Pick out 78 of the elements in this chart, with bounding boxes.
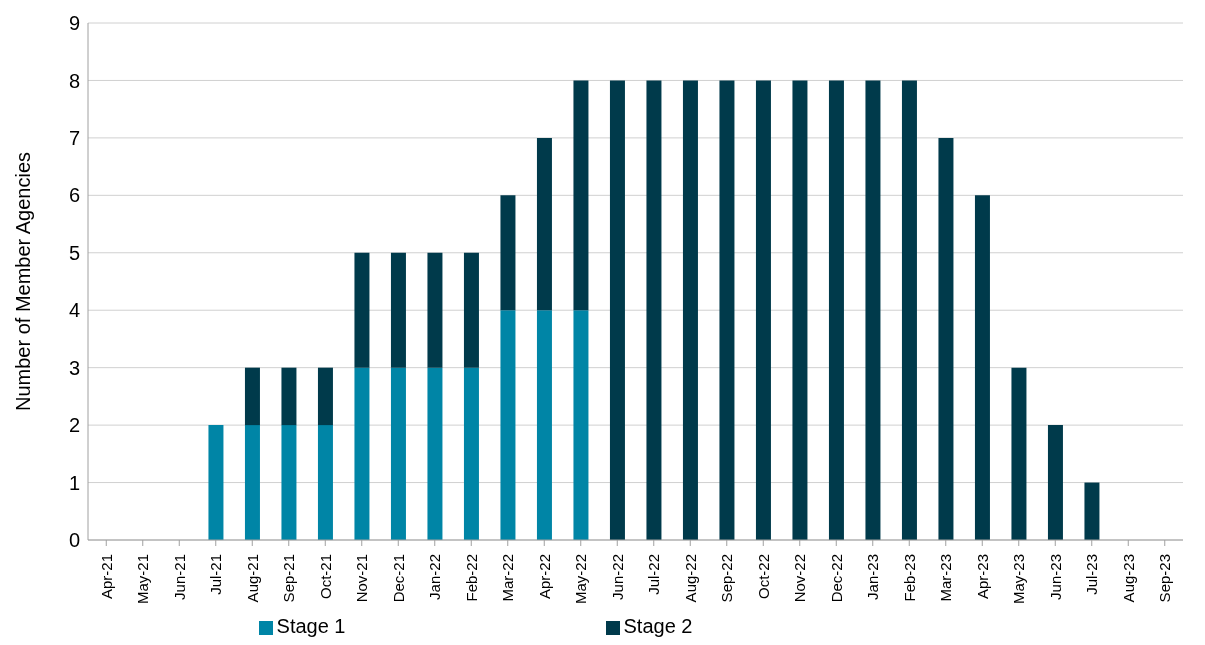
bar [1047, 425, 1063, 540]
bar [390, 367, 406, 540]
x-tick-label: May-22 [572, 554, 590, 605]
x-tick-label: Jul-23 [1083, 554, 1101, 595]
y-tick-label: 2 [68, 414, 80, 437]
x-tick-label: May-21 [134, 554, 152, 605]
y-tick-label: 0 [68, 529, 80, 552]
bar [463, 252, 479, 368]
bar [646, 80, 662, 540]
x-tick-label: Sep-22 [718, 554, 736, 603]
bar [317, 367, 333, 426]
x-tick-label: Jan-22 [426, 554, 444, 600]
bar [828, 80, 844, 540]
bar [865, 80, 881, 540]
legend-label: Stage 1 [276, 615, 346, 637]
bar [500, 310, 516, 540]
x-tick-label: Sep-21 [280, 554, 298, 603]
x-tick-label: Dec-21 [389, 554, 407, 603]
x-tick-label: Jun-21 [170, 554, 188, 600]
bar [427, 252, 443, 368]
y-tick-label: 8 [68, 69, 80, 92]
x-tick-label: Apr-23 [973, 554, 991, 600]
bar [427, 367, 443, 540]
y-tick-label: 7 [68, 126, 80, 149]
bar [208, 425, 224, 540]
legend-label: Stage 2 [623, 615, 693, 637]
bar [1084, 482, 1100, 540]
x-tick-label: Mar-22 [499, 554, 517, 602]
x-tick-label: Nov-21 [353, 554, 371, 603]
y-tick-label: 9 [68, 12, 80, 35]
bar [244, 425, 260, 540]
x-tick-label: Feb-23 [900, 554, 918, 602]
y-tick-label: 3 [68, 356, 80, 379]
bar [281, 367, 297, 426]
bar [719, 80, 735, 540]
bar [901, 80, 917, 540]
x-tick-label: Jul-22 [645, 554, 663, 595]
x-tick-label: Sep-23 [1156, 554, 1174, 603]
x-tick-label: Jul-21 [207, 554, 225, 595]
x-tick-label: Jan-23 [864, 554, 882, 600]
x-tick-label: Apr-21 [97, 554, 115, 600]
x-tick-label: Feb-22 [462, 554, 480, 602]
bar [755, 80, 771, 540]
x-tick-label: Nov-22 [791, 554, 809, 603]
bar [390, 252, 406, 368]
bar [317, 425, 333, 540]
bar [500, 195, 516, 311]
bar [244, 367, 260, 426]
x-tick-label: Jun-22 [608, 554, 626, 600]
y-tick-label: 6 [68, 184, 80, 207]
y-tick-label: 4 [68, 299, 80, 322]
bar [281, 425, 297, 540]
bar [536, 137, 552, 311]
y-axis-title: Number of Member Agencies [12, 151, 35, 412]
y-tick-label: 5 [68, 241, 80, 264]
bar [463, 367, 479, 540]
bar [938, 137, 954, 540]
bar [354, 367, 370, 540]
x-tick-label: Mar-23 [937, 554, 955, 602]
bar [682, 80, 698, 540]
bar [573, 310, 589, 540]
x-tick-label: Aug-23 [1119, 554, 1137, 603]
bar [354, 252, 370, 368]
x-tick-label: Jun-23 [1046, 554, 1064, 600]
x-tick-label: Oct-22 [754, 554, 772, 600]
x-tick-label: Apr-22 [535, 554, 553, 600]
x-tick-label: Oct-21 [316, 554, 334, 600]
x-tick-label: May-23 [1010, 554, 1028, 605]
x-tick-label: Dec-22 [827, 554, 845, 603]
bar [573, 80, 589, 311]
x-tick-label: Aug-21 [243, 554, 261, 603]
bar [536, 310, 552, 540]
y-tick-label: 1 [68, 471, 80, 494]
bar [609, 80, 625, 540]
bar [974, 195, 990, 540]
x-tick-label: Aug-22 [681, 554, 699, 603]
bar [792, 80, 808, 540]
bar [1011, 367, 1027, 540]
